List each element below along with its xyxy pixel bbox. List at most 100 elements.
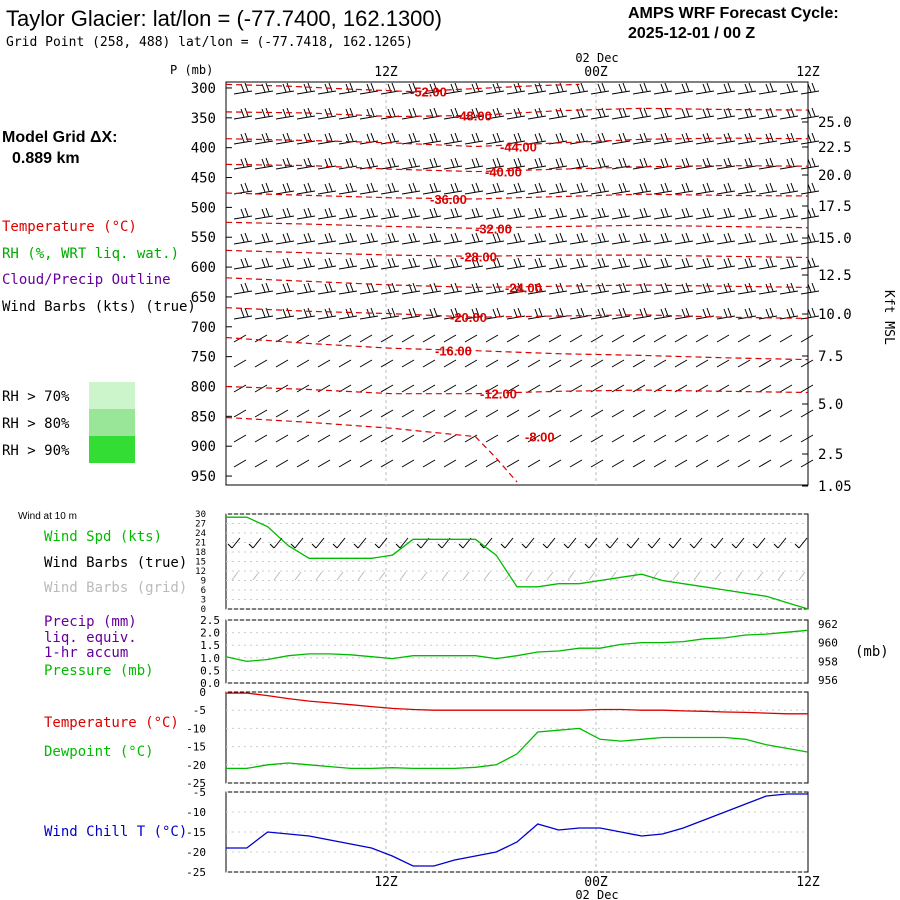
pressure-tick-label: 450 [191,171,216,187]
wind-barb [590,107,610,120]
wind-barb-grid [231,571,239,581]
wind-barb [695,282,715,295]
wind-barb [254,107,274,120]
wind-barb [275,82,295,95]
wind-barb [758,334,772,343]
wind-barb [758,232,778,245]
wind-barb [695,157,715,170]
height-tick-label: 20.0 [818,168,852,184]
wind-barb [590,232,610,245]
wind-barb [674,307,694,320]
wind-barb [758,207,778,220]
wind-barb [527,232,547,245]
wind-barb [338,307,358,320]
date-label-bottom: 02 Dec [575,888,618,900]
wind-barb [674,107,694,120]
temperature-contour-label: -20.00 [450,310,487,325]
wind-barb [737,282,757,295]
wind-barb [506,459,520,468]
wind-speed-tick-label: 18 [195,548,206,558]
wind-barb [779,82,799,95]
wind-barb [296,207,316,220]
wind-barb [422,107,442,120]
wind-barb [233,459,247,468]
wind-barb [359,257,379,270]
wind-barb-true [689,537,703,549]
wind-barb [653,82,673,95]
wind-barb [674,334,688,343]
wind-barb [737,157,757,170]
wind-barb [506,107,526,120]
wind-barb [359,107,379,120]
pressure-tick-label: 600 [191,260,216,276]
wind-barb [254,409,268,418]
height-tick-label: 10.0 [818,307,852,323]
wind-barb-grid [315,571,323,581]
cross-section-panel: P (mb) 300 350 400 450 500 550 600 650 700 750 800 8… [170,63,896,495]
wind-barb [422,257,442,270]
wind-barb [422,434,436,443]
wind-barb [632,107,652,120]
wind-barb [548,434,562,443]
height-axis-label: Kft MSL [881,290,896,345]
wind-barb [611,132,631,145]
wind-barb [758,459,772,468]
wind-barb [695,207,715,220]
wind-barb-grid [252,571,260,581]
temperature-contour-label: -8.00 [525,430,555,445]
pressure-tick-label: 700 [191,320,216,336]
wind-barb [233,232,253,245]
wind-barb [695,434,709,443]
pressure-tick-label: 750 [191,350,216,366]
wind-barb-grid [693,571,701,581]
wind-panel-title: Wind at 10 m [18,511,77,522]
wind-barb [653,182,673,195]
wind-barb [359,459,373,468]
wind-barb [779,307,799,320]
wind-barb-grid [651,571,659,581]
wind-barb [317,257,337,270]
wind-barb [737,359,751,368]
wind-barb [653,307,673,320]
temperature-contour [225,83,580,93]
wind-barb-true [500,537,514,549]
wind-barb [443,459,457,468]
wind-barb [443,207,463,220]
wind-barb [779,384,793,393]
wind-barb [716,207,736,220]
wind-barb [296,82,316,95]
wind-barb [359,207,379,220]
wind-barb-grid [714,571,722,581]
wind-speed-tick-label: 12 [195,567,206,577]
wind-barb [506,409,520,418]
wind-chill-series-label: Wind Chill T (°C) [44,824,187,840]
pressure-unit-label: (mb) [855,644,889,660]
wind-barb [443,232,463,245]
wind-barb [737,409,751,418]
wind-barb [611,384,625,393]
wind-barb-grid [504,571,512,581]
wind-barb [401,282,421,295]
height-tick-label: 15.0 [818,231,852,247]
wind-barb [716,182,736,195]
wind-barb [275,207,295,220]
precip-tick-label: 1.0 [200,652,220,665]
wind-barb [548,282,568,295]
wind-barb [254,359,268,368]
wind-barb [422,334,436,343]
wind-barb [758,157,778,170]
wind-barb [674,282,694,295]
wind-barb [674,459,688,468]
wind-barb [380,459,394,468]
wind-barb [737,207,757,220]
wind-barb-grid [525,571,533,581]
wind-barb [233,282,253,295]
wind-barb [758,434,772,443]
model-grid-value: 0.889 km [12,150,80,167]
rh-key-label: RH > 80% [2,416,70,432]
wind-barb [296,157,316,170]
temperature-contour [225,277,809,289]
temperature-contour-label: -44.00 [500,139,537,154]
wind-barb [485,232,505,245]
